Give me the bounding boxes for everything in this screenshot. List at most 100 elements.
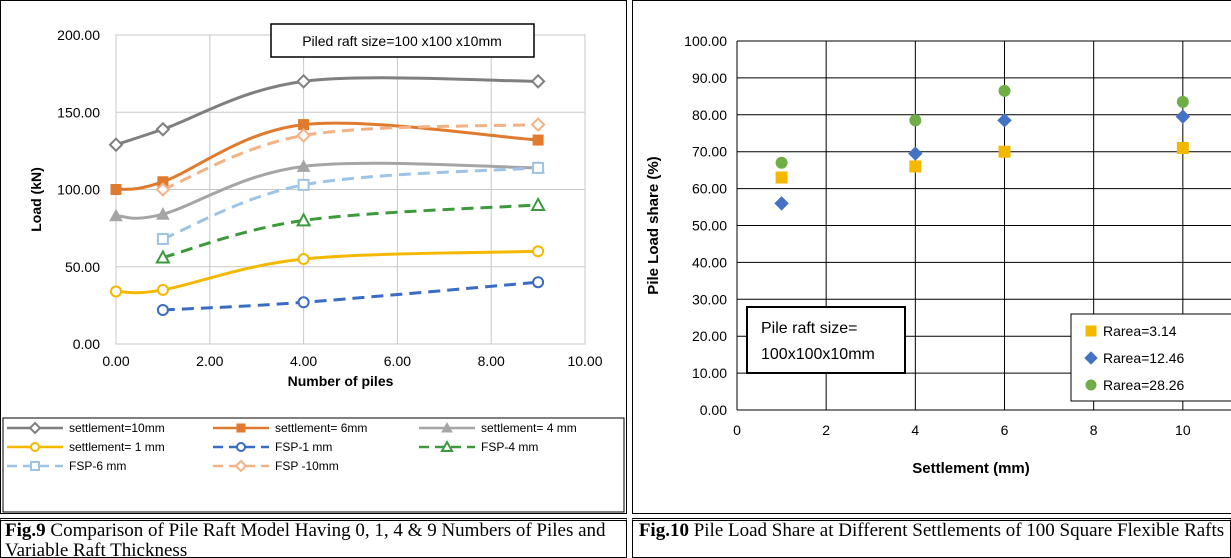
fig9-series-4-point [110, 285, 122, 298]
fig10-legend [1070, 313, 1231, 402]
fig9-series-line-3 [115, 161, 539, 220]
fig10-annotation-line: Pile raft size= [761, 320, 857, 337]
fig10-y-tick-label: 40.00 [692, 254, 727, 270]
fig9-legend-label: FSP-1 mm [275, 440, 332, 454]
fig9-legend-label: FSP -10mm [275, 459, 339, 473]
fig9-caption-label: Fig.9 [5, 520, 46, 541]
fig10-legend-label: Rarea=3.14 [1103, 323, 1177, 339]
fig10-legend-label: Rarea=28.26 [1103, 377, 1185, 393]
fig9-legend-swatch-marker [28, 421, 42, 435]
fig9-legend-label: FSP-4 mm [481, 440, 538, 454]
fig9-legend [2, 417, 625, 513]
fig10-y-tick-label: 0.00 [700, 402, 727, 418]
fig10-legend-label: Rarea=12.46 [1103, 350, 1185, 366]
fig9-series-line-2 [115, 121, 539, 191]
fig9-legend-label: settlement= 4 mm [481, 421, 577, 435]
fig10-chart: 0.00 10.00 20.00 30.00 40.00 50.00 60.00 70.00 8… [633, 1, 1231, 513]
fig10-y-tick-label: 50.00 [692, 218, 727, 234]
fig9-series-5-point [532, 276, 545, 289]
fig9-x-tick-label: 8.00 [478, 353, 505, 369]
fig10-y-tick-label: 10.00 [692, 365, 727, 381]
fig9-x-tick-label: 10.00 [567, 353, 602, 369]
fig9-title-box [270, 23, 535, 58]
fig10-legend-marker [1084, 351, 1098, 365]
fig9-series-4-point [156, 283, 169, 296]
fig9-series-line-7 [162, 166, 539, 241]
fig9-x-tick-label: 2.00 [196, 353, 223, 369]
fig9-series-3-point [156, 207, 170, 220]
fig10-legend-marker [1085, 379, 1097, 391]
fig10-y-tick-label: 20.00 [692, 328, 727, 344]
fig10-x-axis-title: Settlement (mm) [912, 460, 1030, 477]
fig9-legend-swatch-marker [236, 423, 246, 433]
fig9-series-5-point [297, 296, 310, 309]
fig9-series-8-point [155, 182, 171, 197]
fig10-x-tick-label: 4 [911, 422, 919, 438]
fig9-series-8-point [530, 117, 546, 133]
fig10-annotation-line: 100x100x10mm [761, 346, 875, 363]
fig9-legend-swatch-marker [234, 459, 248, 473]
fig10-x-tick-label: 6 [1001, 422, 1009, 438]
fig10-series-1-point [775, 171, 788, 184]
fig9-y-tick-label: 0.00 [73, 336, 100, 352]
fig9-series-4-point [532, 245, 545, 258]
fig10-series-2-point [1175, 109, 1191, 124]
fig10-x-tick-label: 0 [733, 422, 741, 438]
fig9-caption-text: Comparison of Pile Raft Model Having 0, … [5, 520, 606, 558]
fig9-series-line-1 [115, 76, 539, 147]
fig10-y-tick-label: 100.00 [684, 33, 727, 49]
fig9-series-2-point [532, 134, 544, 146]
fig9-chart: 0.00 2.00 4.00 6.00 8.00 10.00 0.00 50.00 100.00… [1, 1, 626, 513]
fig9-legend-label: settlement= 6mm [275, 421, 367, 435]
fig9-y-axis-title: Load (kN) [28, 167, 44, 232]
fig10-y-tick-label: 90.00 [692, 70, 727, 86]
fig10-y-axis-title: Pile Load share (%) [645, 156, 662, 294]
fig9-legend-swatch-marker [30, 461, 40, 471]
fig9-legend-label: FSP-6 mm [69, 459, 126, 473]
fig9-series-3-point [109, 208, 123, 222]
fig10-series-1-point [998, 145, 1011, 158]
fig10-y-tick-label: 80.00 [692, 107, 727, 123]
fig10-series-2-point [997, 113, 1012, 128]
fig10-x-tick-label: 10 [1175, 422, 1191, 438]
fig9-caption: Fig.9 Comparison of Pile Raft Model Havi… [0, 518, 627, 558]
fig9-x-tick-label: 0.00 [102, 353, 129, 369]
fig9-x-tick-label: 6.00 [384, 353, 411, 369]
fig9-y-tick-label: 150.00 [57, 104, 100, 120]
fig9-x-axis-title: Number of piles [288, 373, 394, 389]
fig10-series-2-point [774, 196, 789, 211]
fig9-series-6-point [295, 212, 312, 227]
fig9-series-line-6 [162, 203, 539, 259]
fig10-caption: Fig.10 Pile Load Share at Different Sett… [632, 518, 1231, 558]
fig10-y-tick-label: 30.00 [692, 291, 727, 307]
fig10-series-3-point [909, 114, 922, 127]
fig9-series-6-point [530, 196, 546, 211]
fig9-y-tick-label: 100.00 [57, 182, 100, 198]
fig10-series-3-point [1176, 95, 1189, 108]
fig9-series-1-point [530, 73, 546, 89]
fig9-legend-swatch-marker [236, 442, 246, 452]
fig9-legend-swatch-marker [440, 439, 454, 452]
fig10-annotation-box [746, 306, 906, 374]
fig10-series-3-point [998, 84, 1011, 97]
fig9-series-2-point [110, 184, 122, 195]
fig10-caption-label: Fig.10 [638, 520, 689, 541]
fig9-y-tick-label: 200.00 [57, 27, 100, 43]
fig10-series-2-point [908, 146, 923, 161]
fig9-y-tick-label: 50.00 [65, 259, 100, 275]
fig10-caption-text: Pile Load Share at Different Settlements… [688, 520, 1225, 541]
fig9-legend-swatch-marker [30, 442, 40, 452]
fig10-chart-background [633, 1, 1231, 513]
fig9-title: Piled raft size=100 x100 x10mm [302, 33, 502, 49]
fig9-series-line-5 [162, 280, 539, 312]
fig9-series-8-point [296, 128, 312, 143]
fig10-series-1-point [1176, 142, 1189, 155]
fig9-series-line-4 [115, 249, 539, 295]
fig9-series-4-point [297, 253, 310, 266]
fig10-x-tick-label: 2 [822, 422, 830, 438]
fig9-series-5-point [156, 304, 169, 317]
fig9-series-7-point [297, 178, 310, 191]
fig9-series-7-point [156, 232, 169, 245]
fig10-legend-marker [1085, 325, 1097, 337]
fig10-series-1-point [909, 160, 922, 173]
